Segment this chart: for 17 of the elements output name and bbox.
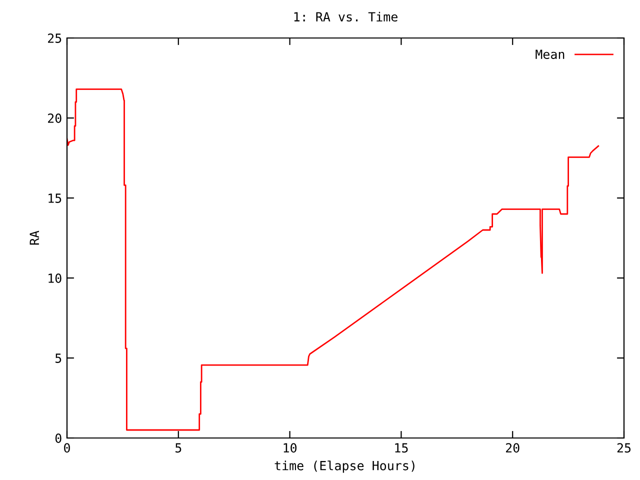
legend-label: Mean xyxy=(536,50,564,59)
y-tick-label: 5 xyxy=(55,354,62,363)
x-tick-label: 20 xyxy=(506,443,520,453)
x-axis-title: time (Elapse Hours) xyxy=(274,460,414,473)
line-series xyxy=(67,88,600,431)
x-tick-label: 15 xyxy=(395,443,408,453)
y-axis-title: RA xyxy=(30,230,39,245)
x-tick-label: 0 xyxy=(64,443,70,453)
y-tick-label: 0 xyxy=(55,434,62,443)
y-tick-label: 20 xyxy=(48,114,62,123)
x-tick-label: 5 xyxy=(176,443,182,453)
x-tick-label: 10 xyxy=(284,443,297,453)
y-tick-label: 25 xyxy=(48,34,62,43)
y-tick-label: 10 xyxy=(48,274,62,283)
y-tick-label: 15 xyxy=(48,194,62,203)
x-tick-label: 25 xyxy=(617,443,631,453)
chart-title: 1: RA vs. Time xyxy=(294,12,398,22)
